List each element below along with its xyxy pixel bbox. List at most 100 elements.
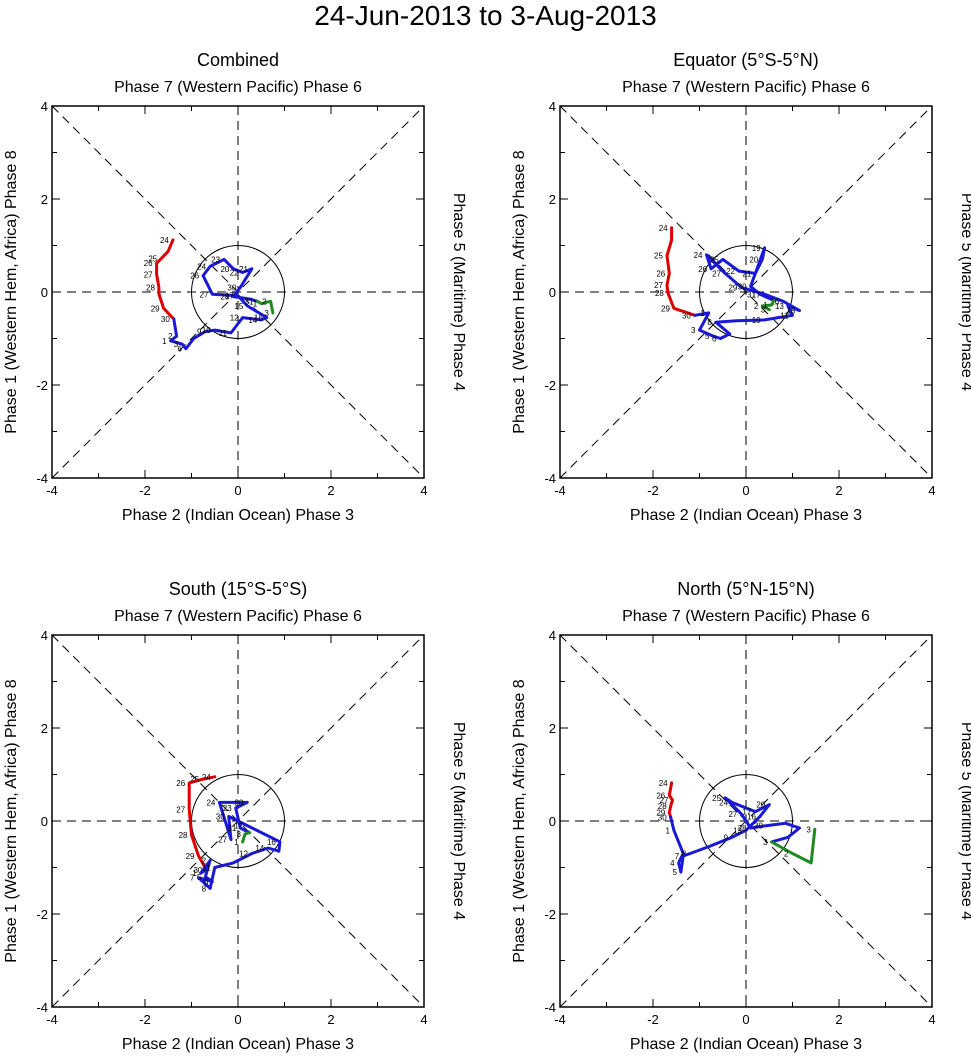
data-point	[719, 337, 722, 340]
day-label: 17	[234, 822, 243, 831]
day-label: 24	[197, 262, 206, 271]
day-label: 30	[738, 282, 747, 291]
top-axis-label: Phase 7 (Western Pacific) Phase 6	[622, 608, 870, 625]
series-line-august	[760, 298, 776, 312]
data-point	[248, 831, 251, 834]
data-point	[770, 303, 773, 307]
day-label: 30	[682, 311, 691, 320]
data-point	[208, 265, 212, 268]
day-label: 3	[174, 340, 179, 349]
data-point	[758, 293, 762, 296]
panel-title: North (5°N-15°N)	[677, 579, 814, 599]
data-point	[668, 272, 671, 275]
data-point	[241, 271, 244, 274]
data-point	[162, 307, 165, 310]
day-label: 30	[658, 813, 667, 822]
day-label: 24	[206, 798, 215, 807]
day-label: 25	[148, 255, 157, 264]
data-point	[671, 798, 674, 802]
day-label: 29	[656, 809, 665, 818]
data-point	[754, 272, 757, 275]
day-label: 24	[160, 236, 169, 245]
day-label: 3	[806, 825, 811, 834]
bottom-axis-label: Phase 2 (Indian Ocean) Phase 3	[122, 507, 354, 524]
data-point	[265, 316, 269, 319]
day-label: 28	[146, 283, 155, 292]
day-label: 29	[151, 304, 160, 313]
data-point	[241, 840, 244, 844]
right-axis-label: Phase 5 (Maritime) Phase 4	[450, 193, 467, 391]
day-label: 3	[237, 830, 242, 839]
day-label: 28	[658, 802, 667, 811]
y-tick-label: -2	[36, 907, 48, 922]
data-point	[155, 261, 158, 265]
panel-south: South (15°S-5°S) Phase 7 (Western Pacific…	[3, 579, 467, 1053]
data-point	[243, 832, 247, 836]
day-label: 12	[230, 314, 239, 323]
day-label: 11	[780, 311, 789, 320]
day-label: 3	[264, 309, 269, 318]
x-tick-label: 4	[420, 483, 427, 498]
y-tick-label: 0	[41, 285, 48, 300]
y-tick-label: 2	[41, 721, 48, 736]
x-tick-label: 4	[420, 1012, 427, 1027]
data-point	[250, 267, 254, 270]
data-point	[227, 815, 230, 818]
data-point	[761, 258, 764, 261]
day-label: 27	[660, 796, 669, 805]
top-axis-label: Phase 7 (Western Pacific) Phase 6	[622, 79, 870, 96]
data-point	[721, 258, 724, 261]
x-tick-label: 2	[327, 483, 334, 498]
data-point	[714, 321, 717, 324]
right-axis-label: Phase 5 (Maritime) Phase 4	[450, 722, 467, 920]
data-point	[211, 880, 214, 883]
day-label: 20	[220, 265, 229, 274]
x-tick-label: 2	[327, 1012, 334, 1027]
data-point	[763, 246, 766, 250]
series-line-july	[693, 246, 801, 340]
day-label: 30	[193, 866, 202, 875]
data-point	[278, 840, 282, 844]
data-point	[786, 304, 790, 308]
x-tick-label: -2	[139, 1012, 151, 1027]
data-point	[672, 829, 676, 832]
data-point	[754, 810, 757, 813]
data-point	[260, 318, 263, 322]
y-tick-label: -2	[544, 907, 556, 922]
data-point	[190, 833, 193, 837]
data-point	[211, 293, 214, 296]
day-label: 20	[234, 798, 243, 807]
day-label: 29	[661, 304, 670, 313]
data-point	[175, 334, 178, 338]
data-point	[809, 861, 813, 865]
x-tick-label: 4	[928, 483, 935, 498]
day-label: 27	[654, 281, 663, 290]
day-label: 15	[787, 307, 796, 316]
data-point	[677, 861, 680, 865]
day-label: 3	[763, 838, 768, 847]
left-axis-label: Phase 1 (Western Hem, Africa) Phase 8	[3, 679, 20, 962]
data-point	[772, 299, 776, 302]
day-label: 28	[179, 831, 188, 840]
data-point	[218, 801, 221, 804]
day-label: 13	[775, 302, 784, 311]
day-label: 31	[747, 290, 756, 299]
y-tick-label: 4	[549, 628, 556, 643]
x-tick-label: 0	[234, 483, 241, 498]
data-point	[707, 311, 710, 315]
data-point	[665, 254, 669, 257]
day-label: 21	[742, 269, 751, 278]
day-label: 28	[655, 289, 664, 298]
day-label: 17	[752, 290, 761, 299]
data-point	[201, 777, 205, 781]
data-point	[232, 267, 235, 270]
day-label: 17	[225, 292, 234, 301]
data-point	[670, 238, 673, 242]
day-label: 25	[712, 794, 721, 803]
day-label: 25	[190, 775, 199, 784]
data-point	[740, 812, 743, 816]
day-label: 16	[267, 838, 276, 847]
day-label: 23	[223, 804, 232, 813]
day-label: 30	[161, 315, 170, 324]
day-label: 1	[162, 337, 167, 346]
